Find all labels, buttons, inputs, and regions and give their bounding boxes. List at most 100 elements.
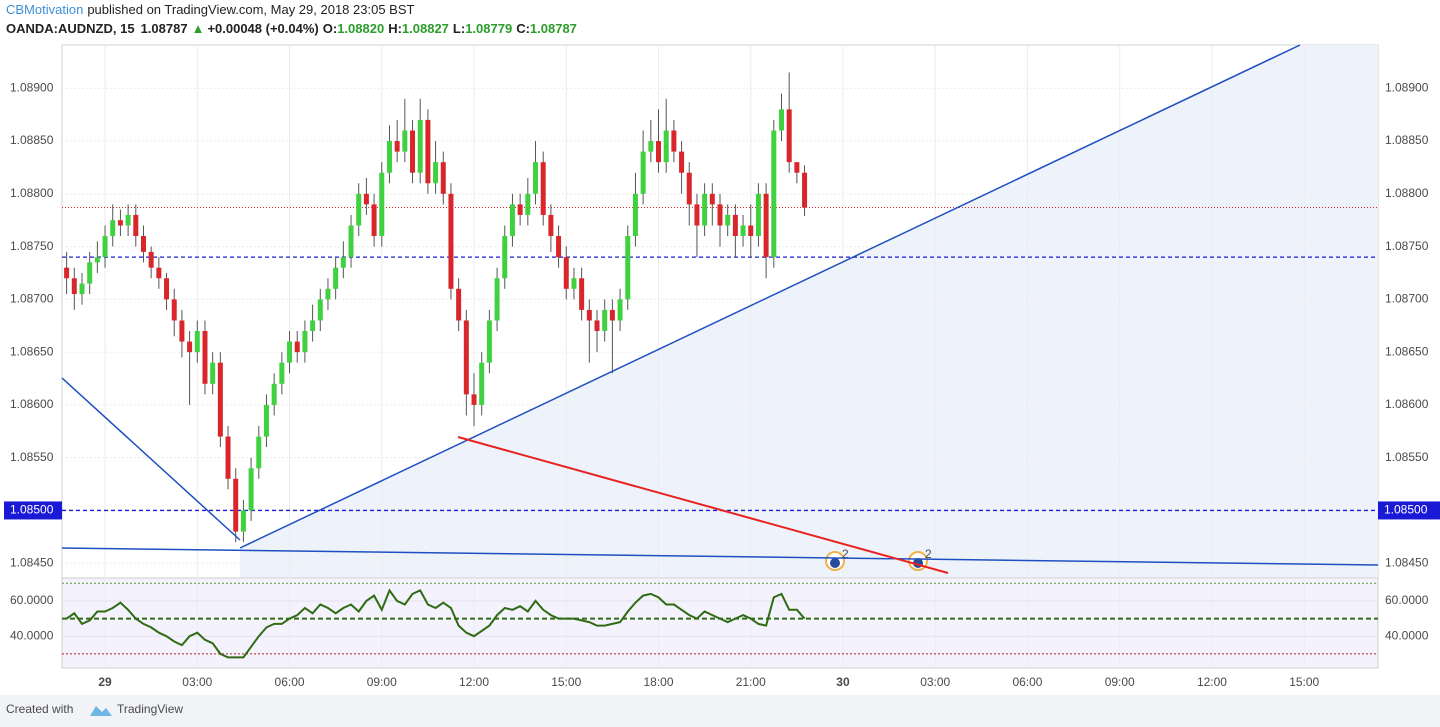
candle-body	[164, 278, 170, 300]
candle-body	[702, 193, 708, 226]
candle-body	[663, 130, 669, 163]
y-tick-label: 1.08650	[1385, 344, 1429, 358]
candle-body	[771, 130, 777, 258]
x-tick-label: 29	[98, 675, 112, 689]
close: 1.08787	[530, 21, 577, 36]
candle-body	[748, 225, 754, 237]
y-tick-label: 1.08750	[1385, 239, 1429, 253]
candle-body	[110, 220, 116, 237]
y-tick-label: 1.08800	[10, 186, 54, 200]
candle-body	[233, 478, 239, 532]
candle-body	[671, 130, 677, 152]
candle-body	[202, 331, 208, 384]
x-tick-label: 06:00	[1012, 675, 1042, 689]
change: +0.00048 (+0.04%)	[207, 21, 318, 36]
candle-body	[448, 193, 454, 289]
price-level-box	[4, 501, 62, 520]
x-tick-label: 12:00	[459, 675, 489, 689]
logo	[90, 706, 112, 716]
candle-body	[379, 172, 385, 237]
trend-line	[61, 547, 1379, 566]
price-level-label: 1.08500	[1384, 503, 1428, 517]
published: published on TradingView.com, May 29, 20…	[87, 2, 414, 17]
y-tick-label: 1.08750	[10, 239, 54, 253]
y-tick-label: 1.08550	[10, 450, 54, 464]
candle-body	[363, 193, 369, 205]
candle-body	[279, 362, 285, 384]
candle-body	[210, 362, 216, 384]
candle-body	[755, 193, 761, 237]
candle-body	[509, 204, 515, 237]
candle-body	[556, 236, 562, 258]
footer-brand[interactable]: TradingView	[117, 702, 183, 716]
candle-body	[271, 383, 277, 405]
open: 1.08820	[337, 21, 384, 36]
candle-body	[586, 309, 592, 321]
candle-body	[725, 214, 731, 226]
candle-body	[79, 283, 85, 295]
candle-body	[410, 130, 416, 173]
oscillator-tick-label: 60.0000	[1385, 593, 1429, 607]
event-icon	[830, 558, 840, 568]
candle-body	[386, 141, 392, 173]
candle-body	[456, 288, 462, 321]
candle-body	[625, 236, 631, 300]
candle-body	[263, 404, 269, 437]
y-tick-label: 1.08450	[1385, 555, 1429, 569]
low: 1.08779	[465, 21, 512, 36]
y-tick-label: 1.08850	[1385, 133, 1429, 147]
x-tick-label: 12:00	[1197, 675, 1227, 689]
oscillator-tick-label: 40.0000	[1385, 628, 1429, 642]
y-tick-label: 1.08850	[10, 133, 54, 147]
candle-body	[594, 320, 600, 332]
y-tick-label: 1.08450	[10, 555, 54, 569]
low-label: L:	[453, 21, 465, 36]
candle-body	[563, 257, 569, 289]
x-tick-label: 15:00	[551, 675, 581, 689]
candle-body	[502, 236, 508, 279]
candle-body	[579, 278, 585, 310]
y-tick-label: 1.08700	[1385, 292, 1429, 306]
candle-body	[87, 262, 93, 284]
footer-bar	[0, 695, 1440, 727]
candle-body	[732, 214, 738, 237]
candle-body	[802, 172, 808, 208]
candle-body	[440, 162, 446, 194]
candle-body	[333, 267, 339, 289]
candle-body	[525, 193, 531, 215]
candle-body	[64, 267, 70, 279]
candle-body	[156, 267, 162, 279]
y-tick-label: 1.08900	[1385, 80, 1429, 94]
x-tick-label: 18:00	[643, 675, 673, 689]
candle-body	[571, 278, 577, 289]
y-tick-label: 1.08900	[10, 80, 54, 94]
candle-body	[694, 204, 700, 226]
author[interactable]: CBMotivation	[6, 2, 83, 17]
trend-line	[239, 44, 1301, 549]
trend-line	[61, 377, 241, 541]
y-tick-label: 1.08700	[10, 292, 54, 306]
candle-body	[517, 204, 523, 215]
candle-body	[287, 341, 293, 363]
candle-body	[433, 162, 439, 184]
candle-body	[494, 278, 500, 321]
candle-body	[486, 320, 492, 363]
oscillator-tick-label: 40.0000	[10, 628, 54, 642]
candle-body	[240, 510, 246, 532]
candle-body	[656, 141, 662, 163]
x-tick-label: 09:00	[367, 675, 397, 689]
candle-body	[679, 151, 685, 173]
candle-body	[632, 193, 638, 237]
candle-body	[94, 257, 100, 263]
y-tick-label: 1.08550	[1385, 450, 1429, 464]
y-tick-label: 1.08650	[10, 344, 54, 358]
candle-body	[763, 193, 769, 258]
candle-body	[325, 288, 331, 300]
candle-body	[686, 172, 692, 205]
candle-body	[117, 220, 123, 226]
candle-body	[471, 394, 477, 405]
y-tick-label: 1.08600	[10, 397, 54, 411]
y-tick-label: 1.08800	[1385, 186, 1429, 200]
